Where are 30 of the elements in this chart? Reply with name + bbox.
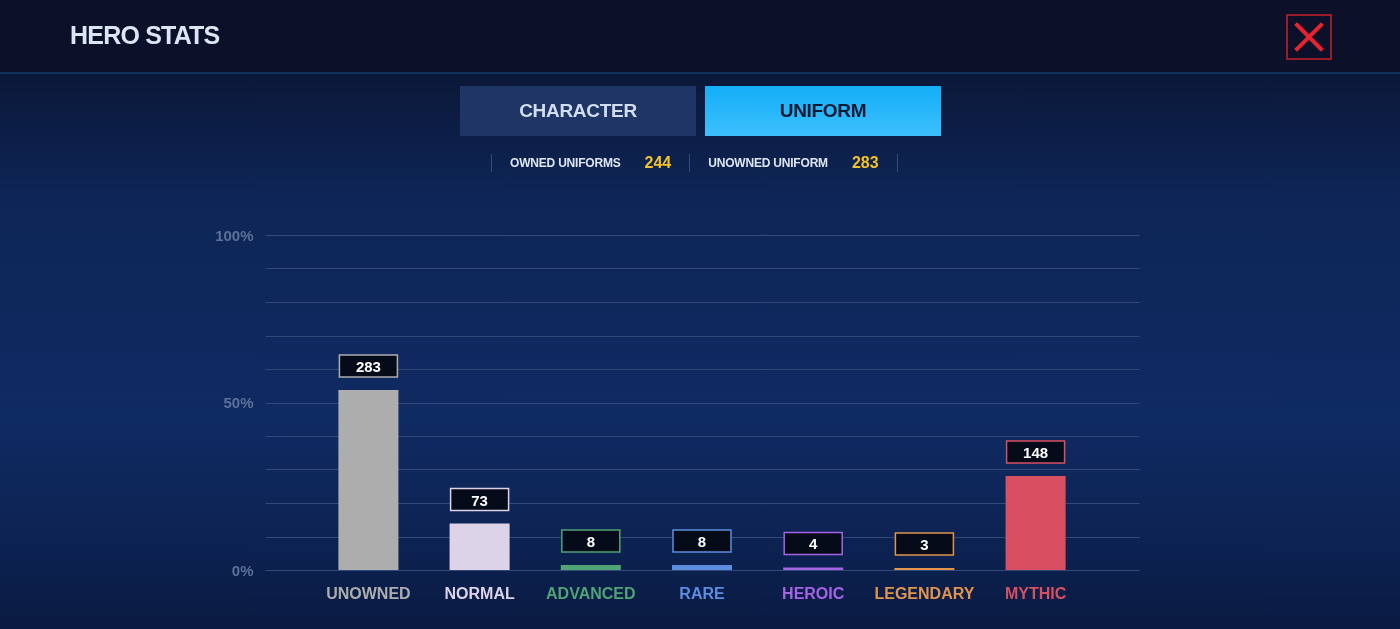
data-label: 4 — [809, 535, 819, 553]
x-tick-label: ADVANCED — [546, 584, 636, 602]
y-tick-label: 0% — [231, 561, 254, 579]
data-label: 8 — [586, 532, 595, 550]
bar — [338, 390, 399, 570]
y-tick-label: 100% — [215, 226, 254, 244]
text: 283 — [851, 154, 879, 172]
bar — [783, 567, 844, 570]
data-label: 283 — [355, 358, 381, 376]
text: CHARACTER — [460, 86, 696, 136]
data-label: 73 — [471, 491, 488, 509]
x-tick-label: MYTHIC — [1004, 584, 1067, 602]
y-tick-label: 50% — [223, 394, 254, 411]
data-label: 148 — [1023, 443, 1049, 461]
data-label: 8 — [697, 532, 707, 550]
x-tick-label: NORMAL — [444, 584, 515, 602]
x-tick-label: RARE — [679, 584, 725, 602]
bar — [449, 523, 510, 570]
text: UNOWNED UNIFORM — [708, 156, 828, 170]
data-label: 3 — [920, 536, 929, 554]
text: 244 — [644, 154, 672, 172]
text: OWNED UNIFORMS — [510, 156, 621, 170]
x-tick-label: LEGENDARY — [874, 584, 975, 602]
bar — [560, 564, 621, 570]
x-tick-label: UNOWNED — [326, 584, 411, 602]
bar — [1005, 475, 1066, 570]
x-tick-label: HEROIC — [782, 584, 845, 602]
text: UNIFORM — [705, 86, 941, 136]
bar — [671, 564, 733, 570]
chart-title: HERO STATS — [70, 20, 220, 51]
